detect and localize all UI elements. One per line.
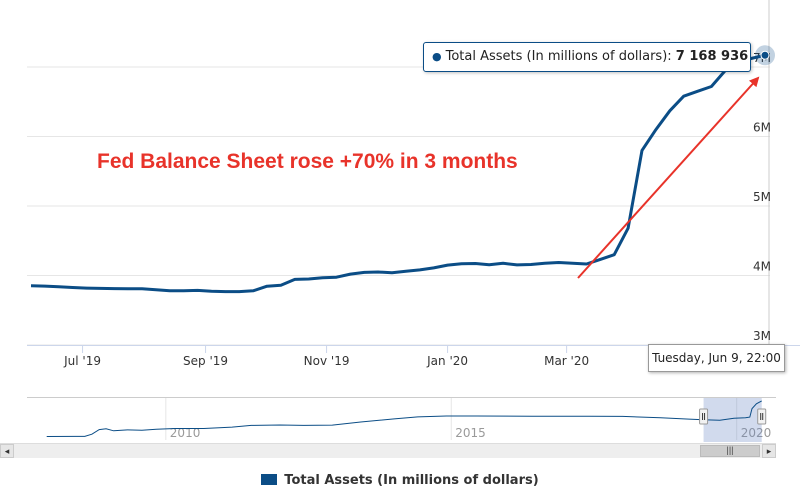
legend-label: Total Assets (In millions of dollars)	[284, 473, 539, 488]
navigator-series-line	[46, 400, 762, 437]
tooltip: ● Total Assets (In millions of dollars): …	[423, 42, 751, 72]
tooltip-series-dot-icon: ●	[432, 50, 442, 63]
annotation-arrow	[577, 76, 760, 279]
y-axis-tick-labels: 3M4M5M6M7M	[753, 51, 771, 343]
navigator-tick-label: 2020	[741, 426, 772, 440]
hover-marker-layer	[755, 45, 775, 66]
legend[interactable]: Total Assets (In millions of dollars)	[0, 473, 800, 488]
hover-point	[760, 50, 770, 60]
navigator-left-handle[interactable]	[699, 408, 709, 425]
navigator-tick-label: 2015	[455, 426, 486, 440]
tooltip-value: 7 168 936	[675, 49, 749, 64]
y-tick-label: 5M	[753, 190, 771, 204]
scroll-right-arrow-icon[interactable]: ▸	[762, 444, 776, 458]
series-layer	[30, 53, 766, 294]
annotation-text: Fed Balance Sheet rose +70% in 3 months	[97, 150, 518, 173]
scrollbar-thumb[interactable]: |||	[700, 445, 760, 457]
legend-swatch	[261, 474, 278, 485]
x-tick-label: Mar '20	[544, 354, 589, 368]
crosshair-date-label: Tuesday, Jun 9, 22:00	[648, 344, 785, 372]
navigator-tick-label: 2010	[170, 426, 201, 440]
scroll-left-arrow-icon[interactable]: ◂	[0, 444, 14, 458]
x-tick-label: Jan '20	[426, 354, 468, 368]
tooltip-series-label: Total Assets (In millions of dollars):	[445, 49, 676, 64]
y-tick-label: 6M	[753, 121, 771, 135]
navigator-right-handle[interactable]	[757, 408, 767, 425]
y-tick-label: 4M	[753, 260, 771, 274]
navigator-scrollbar[interactable]: ◂ ||| ▸	[0, 443, 776, 458]
x-tick-label: Nov '19	[304, 354, 350, 368]
navigator[interactable]: 2010 2015 2020	[27, 397, 776, 443]
y-tick-label: 3M	[753, 329, 771, 343]
x-tick-label: Sep '19	[183, 354, 228, 368]
series-line[interactable]	[30, 53, 766, 294]
x-tick-label: Jul '19	[63, 354, 101, 368]
